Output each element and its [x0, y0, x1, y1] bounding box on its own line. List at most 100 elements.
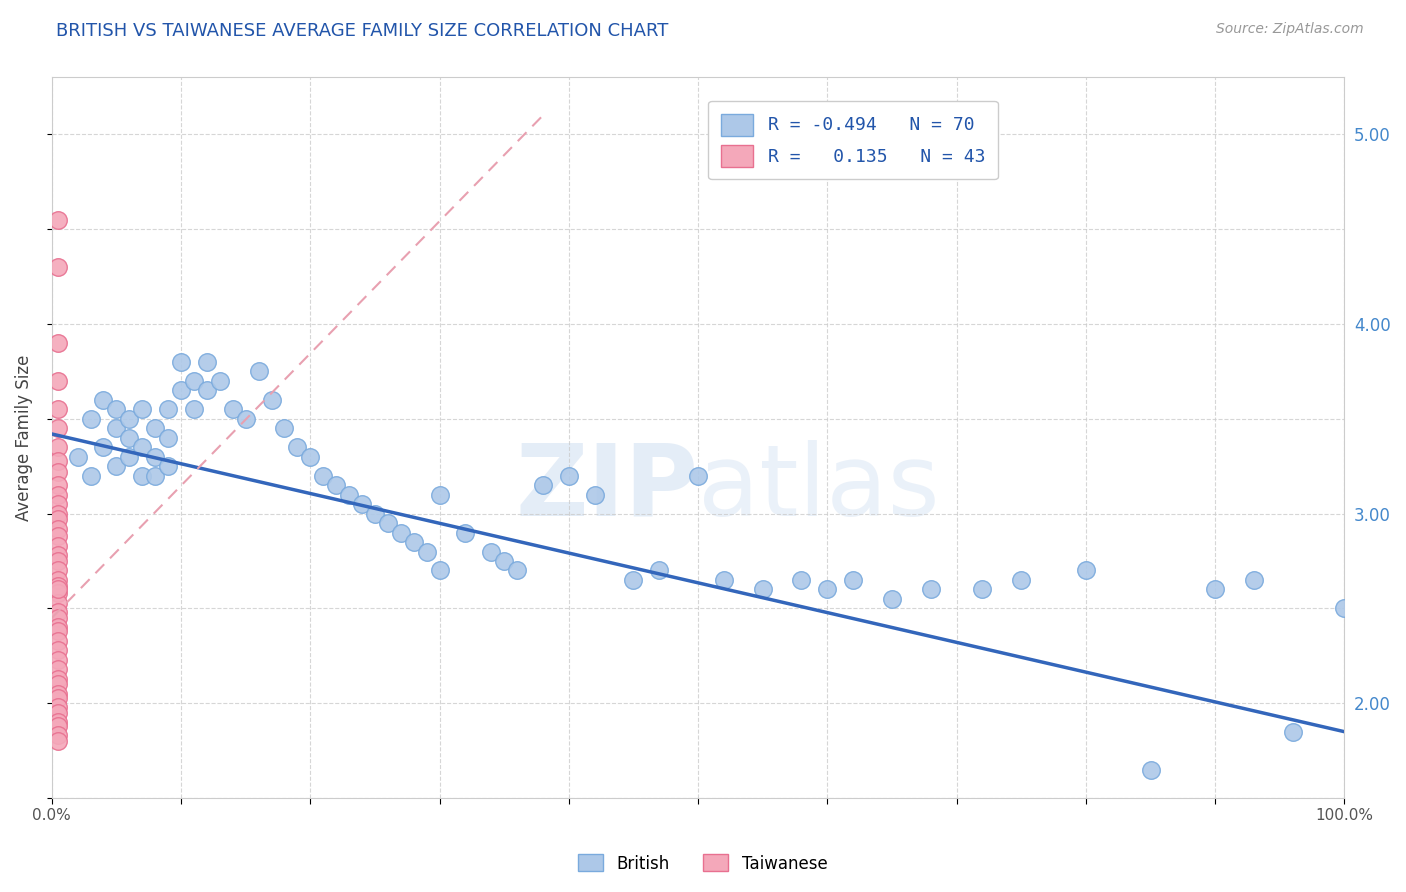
Point [1281, 724, 1303, 739]
Point [118, 411, 141, 425]
Point [46, 715, 69, 730]
Point [583, 488, 606, 502]
Point [46, 719, 69, 733]
Point [46, 620, 69, 634]
Point [46, 677, 69, 691]
Point [143, 421, 166, 435]
Point [46, 507, 69, 521]
Point [1333, 601, 1355, 615]
Point [46, 564, 69, 578]
Point [235, 411, 257, 425]
Point [46, 611, 69, 625]
Point [1139, 763, 1161, 777]
Legend: British, Taiwanese: British, Taiwanese [572, 847, 834, 880]
Point [183, 402, 205, 417]
Point [222, 402, 245, 417]
Point [105, 421, 128, 435]
Point [415, 544, 437, 558]
Point [46, 643, 69, 657]
Point [46, 579, 69, 593]
Point [46, 512, 69, 526]
Point [131, 468, 153, 483]
Point [479, 544, 502, 558]
Point [880, 591, 903, 606]
Point [815, 582, 838, 597]
Point [195, 355, 218, 369]
Point [46, 529, 69, 543]
Point [46, 652, 69, 666]
Point [46, 335, 69, 350]
Point [208, 374, 231, 388]
Point [686, 468, 709, 483]
Point [46, 662, 69, 676]
Point [46, 690, 69, 705]
Point [46, 573, 69, 587]
Point [842, 573, 865, 587]
Point [429, 488, 451, 502]
Legend: R = -0.494   N = 70, R =   0.135   N = 43: R = -0.494 N = 70, R = 0.135 N = 43 [709, 101, 998, 179]
Point [972, 582, 994, 597]
Point [312, 468, 335, 483]
Point [170, 355, 193, 369]
Point [93, 440, 115, 454]
Point [46, 729, 69, 743]
Point [46, 522, 69, 536]
Point [260, 392, 283, 407]
Point [143, 450, 166, 464]
Point [46, 624, 69, 639]
Point [1243, 573, 1265, 587]
Point [46, 539, 69, 553]
Point [131, 440, 153, 454]
Point [46, 402, 69, 417]
Point [46, 734, 69, 748]
Point [1204, 582, 1226, 597]
Point [46, 497, 69, 511]
Point [93, 392, 115, 407]
Point [506, 564, 529, 578]
Text: BRITISH VS TAIWANESE AVERAGE FAMILY SIZE CORRELATION CHART: BRITISH VS TAIWANESE AVERAGE FAMILY SIZE… [56, 22, 669, 40]
Point [46, 549, 69, 563]
Point [46, 421, 69, 435]
Point [46, 633, 69, 648]
Point [531, 478, 554, 492]
Point [46, 687, 69, 701]
Point [105, 459, 128, 474]
Point [46, 605, 69, 619]
Point [46, 440, 69, 454]
Point [790, 573, 813, 587]
Point [377, 516, 399, 530]
Point [46, 212, 69, 227]
Point [46, 465, 69, 479]
Point [46, 488, 69, 502]
Point [558, 468, 581, 483]
Point [713, 573, 735, 587]
Point [273, 421, 295, 435]
Point [920, 582, 942, 597]
Point [623, 573, 645, 587]
Point [337, 488, 360, 502]
Point [429, 564, 451, 578]
Point [183, 374, 205, 388]
Point [46, 596, 69, 610]
Point [1010, 573, 1032, 587]
Point [157, 459, 180, 474]
Point [751, 582, 773, 597]
Point [325, 478, 347, 492]
Point [364, 507, 387, 521]
Point [299, 450, 322, 464]
Point [131, 402, 153, 417]
Point [46, 374, 69, 388]
Text: ZIP: ZIP [515, 440, 697, 537]
Point [46, 554, 69, 568]
Point [46, 478, 69, 492]
Point [46, 586, 69, 600]
Text: Source: ZipAtlas.com: Source: ZipAtlas.com [1216, 22, 1364, 37]
Point [66, 450, 89, 464]
Point [195, 384, 218, 398]
Point [402, 535, 425, 549]
Point [46, 672, 69, 686]
Point [285, 440, 308, 454]
Point [389, 525, 412, 540]
Point [118, 431, 141, 445]
Point [46, 453, 69, 467]
